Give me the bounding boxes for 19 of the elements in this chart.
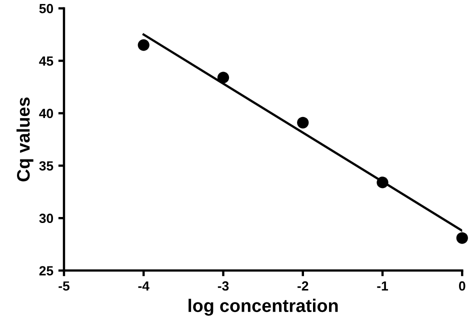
x-tick-label: -1 (377, 281, 388, 291)
point (297, 116, 309, 128)
point (456, 232, 468, 244)
x-tick-label: -4 (138, 281, 150, 291)
point (138, 39, 150, 51)
x-tick-label: -2 (298, 281, 308, 291)
x-tick-label: 0 (459, 281, 466, 291)
x-axis-title: log concentration (188, 298, 338, 316)
point (376, 176, 388, 188)
point (217, 72, 230, 84)
y-tick-label: 35 (39, 161, 54, 171)
x-tick-label: -5 (58, 281, 70, 291)
y-tick-label: 30 (39, 214, 54, 224)
y-tick-label: 50 (39, 4, 54, 14)
y-tick-label: 25 (39, 266, 54, 276)
y-tick-label: 45 (39, 56, 54, 66)
y-tick-label: 40 (39, 108, 54, 118)
x-tick-label: -3 (218, 281, 229, 291)
y-axis-title: Cq values (16, 98, 34, 182)
